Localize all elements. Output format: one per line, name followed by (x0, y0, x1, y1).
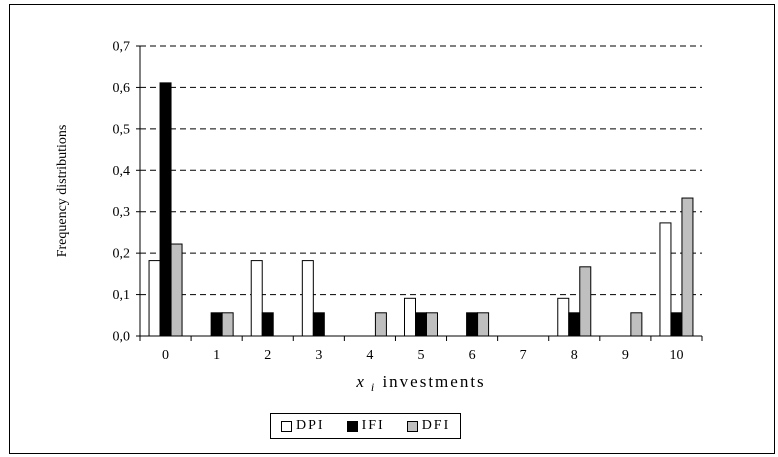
bar-dfi-4 (374, 312, 387, 337)
legend-swatch (406, 420, 418, 432)
bar-dfi-5 (426, 312, 438, 337)
legend-item-dpi: DPI (281, 418, 325, 434)
bar-ifi-1 (210, 312, 223, 337)
x-tick-label: 7 (520, 348, 527, 363)
bar-dfi-6 (477, 312, 490, 337)
x-tick-label: 4 (366, 348, 373, 363)
bar-dpi-2 (250, 260, 263, 337)
x-tick-label: 2 (264, 348, 271, 363)
y-tick-label: 0,4 (113, 164, 131, 179)
x-tick-label: 1 (213, 348, 220, 363)
legend-item-ifi: IFI (346, 418, 385, 434)
bar-dfi-10 (681, 197, 694, 337)
y-tick-label: 0,1 (113, 288, 131, 303)
bar-dfi-0 (170, 243, 183, 337)
legend-label: DFI (421, 418, 451, 433)
bar-dpi-8 (557, 297, 570, 337)
legend-label: IFI (361, 418, 385, 433)
y-tick-label: 0,3 (113, 205, 131, 220)
x-tick-label: 6 (469, 348, 476, 363)
bar-dpi-0 (148, 260, 161, 337)
bar-ifi-10 (670, 312, 683, 337)
x-tick-label: 3 (315, 348, 322, 363)
y-tick-label: 0,7 (113, 40, 131, 55)
x-tick-label: 10 (669, 348, 683, 363)
bar-ifi-6 (466, 312, 479, 337)
y-tick-label: 0,2 (113, 247, 131, 262)
legend: DPI IFI DFI (270, 413, 462, 439)
bar-dpi-10 (659, 222, 672, 337)
legend-swatch (281, 420, 292, 432)
y-tick-label: 0,0 (113, 330, 131, 345)
bar-ifi-2 (261, 312, 274, 337)
x-tick-label: 9 (622, 348, 629, 363)
bar-dpi-3 (301, 260, 314, 337)
x-tick-label: 0 (162, 348, 169, 363)
bar-dfi-1 (221, 312, 234, 337)
legend-item-dfi: DFI (406, 418, 451, 434)
y-tick-label: 0,6 (113, 81, 131, 96)
x-tick-label: 5 (418, 348, 425, 363)
x-tick-label: 8 (571, 348, 578, 363)
chart-frame (9, 4, 775, 454)
bar-dpi-5 (404, 297, 416, 337)
bar-dfi-8 (579, 266, 592, 337)
bar-ifi-3 (312, 312, 325, 337)
legend-swatch (346, 420, 358, 432)
y-axis-label: Frequency distributions (55, 125, 70, 258)
bar-ifi-0 (159, 82, 172, 337)
bar-ifi-5 (415, 312, 427, 337)
y-tick-label: 0,5 (113, 122, 131, 137)
legend-label: DPI (296, 418, 325, 433)
bar-ifi-8 (568, 312, 581, 337)
x-axis-label: x i investments (355, 372, 485, 394)
bar-dfi-9 (630, 312, 643, 337)
